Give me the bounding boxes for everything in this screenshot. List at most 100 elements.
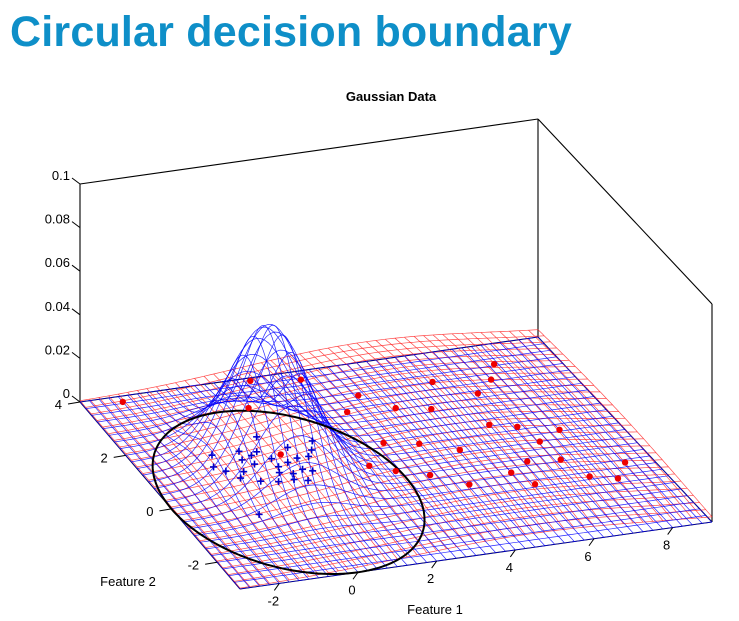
z-tick-label: 0.02 (45, 342, 70, 357)
mesh-line-y (432, 351, 605, 538)
mesh-line-y (528, 329, 703, 518)
x-axis-label: Feature 1 (407, 602, 463, 617)
mesh-line-y (137, 393, 300, 581)
y-tick-label: -2 (188, 557, 200, 572)
mesh-line-x (239, 516, 713, 589)
dot-point (355, 392, 362, 399)
mesh-line-y (89, 400, 251, 588)
dot-point (392, 404, 399, 412)
mesh-line-y (127, 394, 290, 583)
mesh-line-y (480, 344, 654, 531)
mesh-line-y (490, 343, 664, 530)
mesh-line-y (518, 339, 693, 526)
mesh-line-x (222, 495, 694, 569)
x-tick-label: 4 (506, 560, 513, 575)
mesh-line-y (528, 338, 703, 524)
x-tick-mark (273, 583, 280, 591)
dot-point (119, 398, 126, 406)
x-tick-mark (431, 560, 438, 569)
plus-point (304, 476, 312, 484)
side-wall-top-edge (537, 118, 713, 305)
mesh-line-y (327, 366, 496, 553)
z-tick-mark (71, 221, 81, 229)
mesh-line-y (308, 351, 477, 544)
mesh-line-y (442, 350, 614, 537)
plus-point (251, 460, 259, 468)
z-tick-label: 0.08 (45, 212, 70, 227)
plus-point (222, 467, 230, 475)
dot-point (426, 471, 434, 479)
dot-point (486, 421, 493, 428)
dot-point (366, 462, 373, 469)
mesh-line-x (228, 502, 700, 575)
mesh-line-y (327, 347, 496, 540)
plus-point (267, 455, 275, 463)
chart-title: Gaussian Data (346, 89, 437, 104)
mesh-line-y (270, 374, 437, 562)
plus-point (293, 454, 301, 462)
plus-point (290, 475, 298, 483)
mesh-line-y (232, 373, 398, 567)
plus-point (237, 474, 245, 482)
mesh-line-y (165, 384, 329, 574)
mesh-line-y (366, 361, 536, 548)
mesh-line-y (241, 378, 408, 566)
x-tick-mark (509, 549, 516, 558)
plus-point (275, 478, 283, 486)
dot-point (392, 467, 399, 475)
mesh-line-y (537, 329, 713, 518)
dot-point (557, 456, 564, 463)
blue-gaussian-mesh (79, 323, 713, 590)
mesh-line-y (470, 346, 644, 533)
x-tick-mark (667, 527, 674, 535)
dot-point (416, 440, 423, 447)
z-tick-label: 0 (63, 386, 70, 401)
mesh-line-y (499, 342, 673, 528)
x-tick-mark (588, 538, 595, 547)
dot-point (508, 469, 515, 476)
plus-point (257, 477, 265, 485)
data-points (119, 360, 629, 518)
z-tick-mark (71, 308, 81, 316)
plus-point (253, 448, 261, 456)
mesh-line-y (289, 371, 457, 559)
dot-point (428, 405, 435, 413)
mesh-line-y (299, 370, 467, 558)
dot-point (429, 378, 436, 386)
z-tick-label: 0.06 (45, 255, 70, 270)
x-tick-label: 2 (427, 571, 434, 586)
plus-point (305, 452, 313, 460)
x-tick-label: 0 (348, 582, 355, 597)
plus-point (275, 469, 283, 477)
dot-point (474, 390, 482, 397)
surface-meshes (79, 323, 713, 590)
mesh-line-y (509, 340, 683, 527)
dot-point (466, 481, 473, 488)
mesh-line-y (98, 399, 260, 587)
dot-point (297, 376, 305, 383)
y-tick-mark (205, 561, 218, 565)
x-tick-label: -2 (268, 593, 280, 608)
mesh-line-y (156, 390, 319, 579)
dot-point (556, 426, 563, 434)
dot-point (380, 439, 387, 447)
mesh-line-y (442, 334, 614, 525)
y-tick-label: 0 (146, 504, 153, 519)
plus-point (275, 463, 283, 471)
plus-point (309, 467, 317, 475)
mesh-line-y (337, 346, 506, 538)
mesh-line-y (470, 332, 644, 523)
plus-point (208, 451, 216, 459)
z-tick-mark (71, 395, 81, 403)
mesh-line-y (194, 378, 359, 568)
plus-point (289, 470, 297, 478)
mesh-line-y (137, 390, 300, 579)
mesh-line-y (165, 378, 329, 577)
plus-point (210, 463, 218, 471)
mesh-line-y (108, 397, 270, 586)
mesh-line-y (89, 398, 251, 587)
dot-point (277, 451, 284, 458)
mesh-line-y (404, 355, 575, 542)
y-tick-mark (113, 454, 126, 458)
axes-box (79, 118, 713, 590)
